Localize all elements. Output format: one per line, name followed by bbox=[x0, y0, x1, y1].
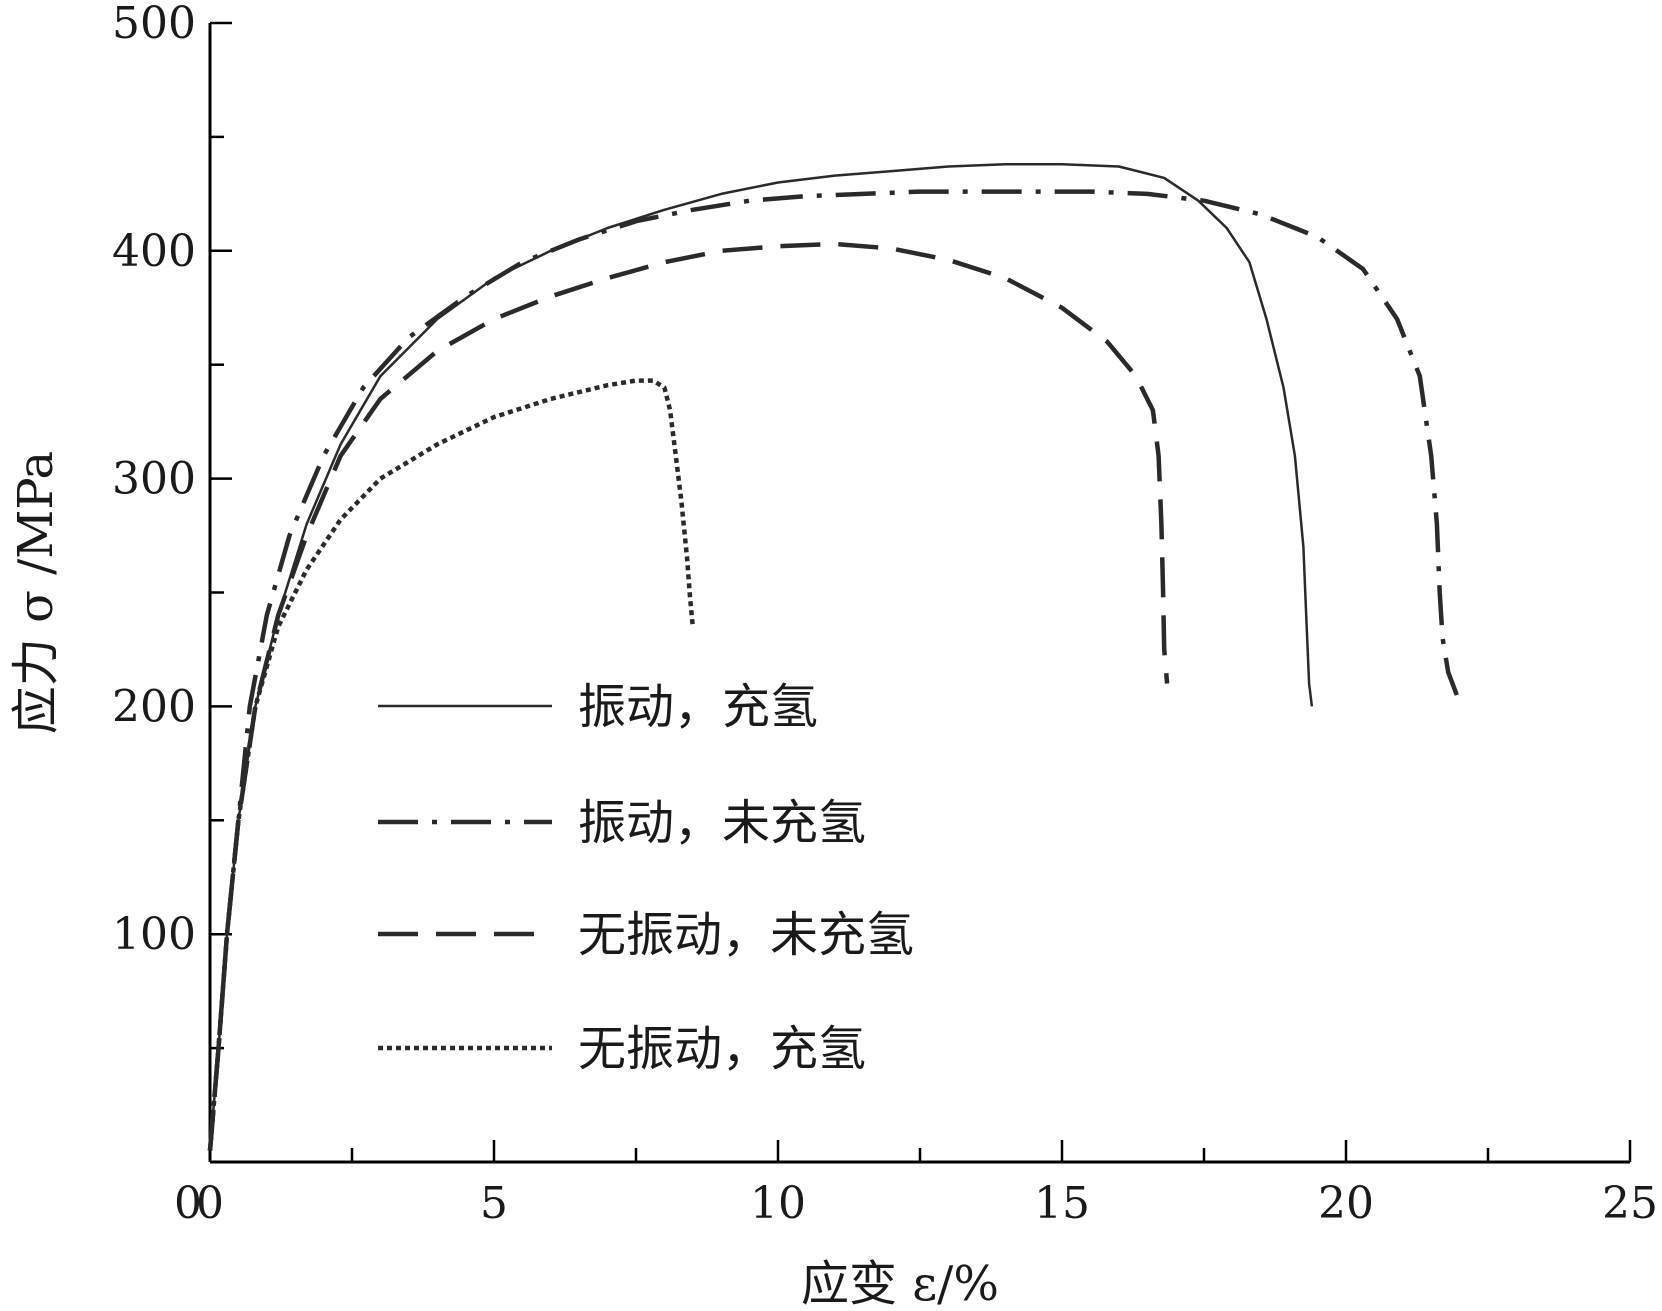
series-line-2 bbox=[207, 189, 1459, 1151]
legend-label-1: 振动，充氢 bbox=[578, 679, 818, 735]
series-line-1 bbox=[208, 162, 1314, 1151]
x-tick-label: 25 bbox=[1602, 1178, 1658, 1229]
y-axis-title: 应力 σ /MPa bbox=[8, 451, 64, 734]
y-tick-label: 200 bbox=[112, 681, 196, 732]
ticks: 0 5 10 15 20 25 100 200 300 400 500 0 bbox=[112, 0, 1658, 1229]
series-line-4 bbox=[207, 378, 696, 1151]
y-tick-label: 400 bbox=[112, 226, 196, 277]
x-tick-label: 20 bbox=[1318, 1178, 1374, 1229]
y-tick-label: 300 bbox=[112, 454, 196, 505]
y-tick-label: 500 bbox=[112, 0, 196, 49]
legend-label-3: 无振动，未充氢 bbox=[578, 907, 914, 963]
x-tick-label: 15 bbox=[1034, 1178, 1090, 1229]
origin-tick-label: 0 bbox=[174, 1178, 202, 1229]
x-tick-label: 5 bbox=[480, 1178, 508, 1229]
y-tick-label: 100 bbox=[112, 909, 196, 960]
legend-label-4: 无振动，充氢 bbox=[578, 1021, 866, 1077]
x-axis-title: 应变 ε/% bbox=[801, 1256, 999, 1311]
data-series bbox=[207, 162, 1459, 1151]
x-tick-label: 10 bbox=[750, 1178, 806, 1229]
x-tick-label: 0 bbox=[196, 1178, 224, 1229]
legend-label-2: 振动，未充氢 bbox=[578, 795, 866, 851]
